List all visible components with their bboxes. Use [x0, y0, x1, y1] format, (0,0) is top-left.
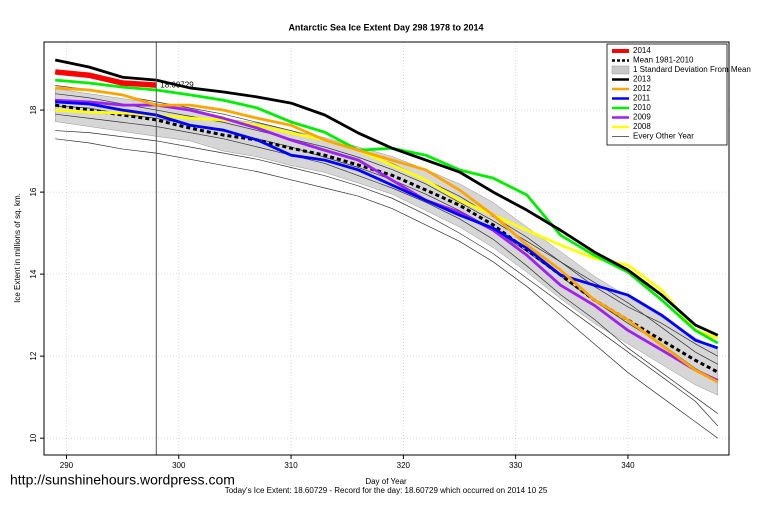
legend-label: 2011	[633, 94, 651, 103]
x-tick-label: 330	[509, 461, 523, 470]
line	[55, 130, 719, 427]
plot-frame	[43, 41, 730, 456]
legend-label: 2010	[633, 103, 651, 112]
line	[55, 138, 718, 439]
line	[54, 69, 157, 88]
y-tick-label: 16	[29, 187, 38, 196]
x-tick-label: 340	[621, 461, 635, 470]
x-tick-label: 290	[60, 461, 74, 470]
legend-label: 2008	[633, 122, 651, 131]
legend-label: Every Other Year	[633, 132, 694, 141]
y-tick-label: 18	[29, 105, 38, 114]
watermark: http://sunshinehours.wordpress.com	[10, 472, 235, 488]
y-tick-label: 14	[29, 269, 38, 278]
line	[55, 100, 719, 350]
line	[55, 98, 719, 382]
y-tick-label: 10	[29, 433, 38, 442]
chart-title: Antarctic Sea Ice Extent Day 298 1978 to…	[288, 22, 483, 32]
line	[55, 93, 718, 365]
x-tick-label: 300	[172, 461, 186, 470]
legend-label: 2014	[633, 46, 651, 55]
x-tick-label: 320	[397, 461, 411, 470]
line	[54, 58, 719, 337]
legend-label: 2012	[633, 84, 651, 93]
line	[55, 86, 719, 384]
legend-label: 2013	[633, 75, 651, 84]
y-axis-label: Ice Extent in millions of sq. km.	[13, 193, 22, 303]
footer: Today's Ice Extent: 18.60729 - Record fo…	[225, 486, 548, 495]
line	[55, 113, 718, 414]
legend-label: 1 Standard Deviation From Mean	[633, 65, 751, 74]
legend-label: 2009	[633, 113, 651, 122]
x-tick-label: 310	[284, 461, 298, 470]
y-tick-label: 12	[29, 351, 38, 360]
x-axis-label: Day of Year	[365, 477, 407, 486]
annotation: 18.60729	[160, 80, 194, 89]
legend-swatch	[611, 65, 630, 75]
legend-label: Mean 1981-2010	[633, 56, 694, 65]
